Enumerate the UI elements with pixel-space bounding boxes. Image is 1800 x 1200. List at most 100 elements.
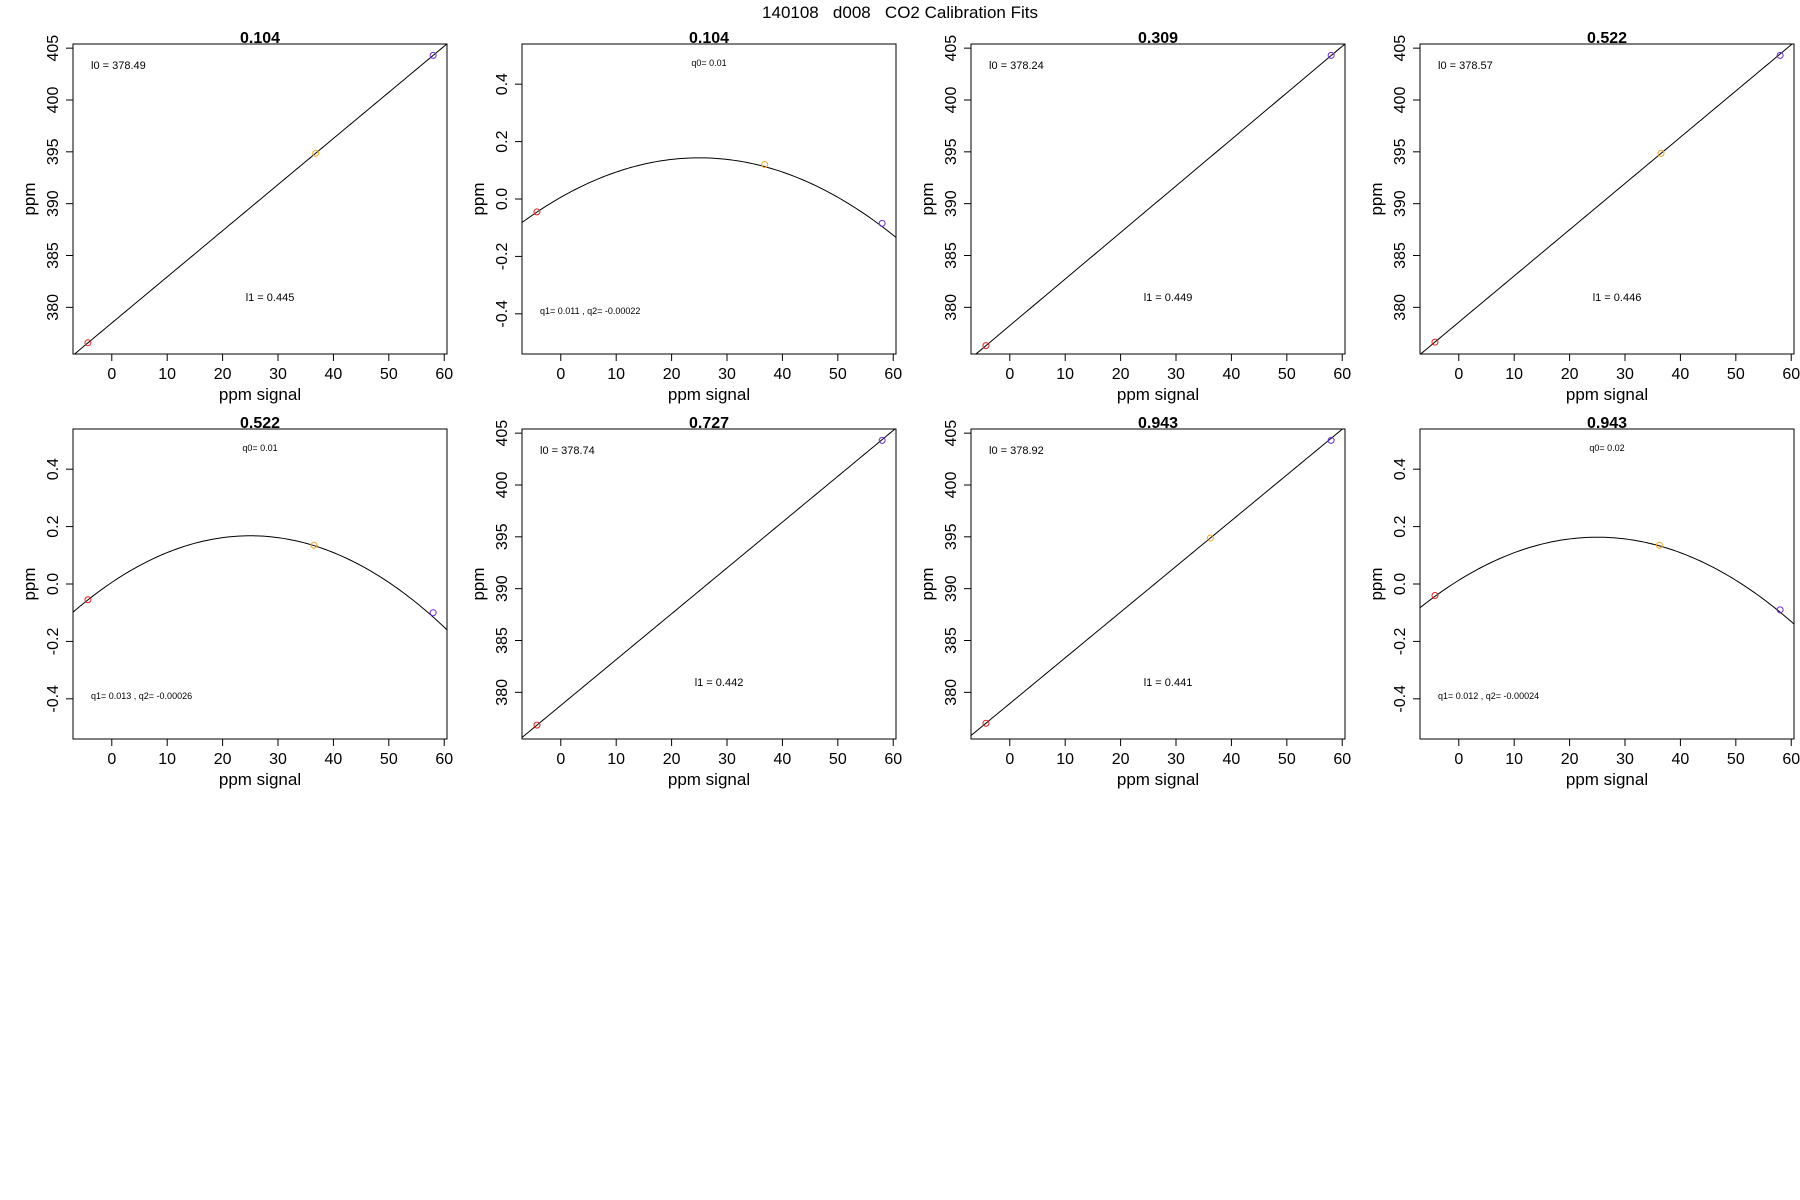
y-tick-label: 390 xyxy=(494,575,511,602)
data-point xyxy=(84,339,92,347)
data-point xyxy=(312,149,320,157)
x-tick-label: 60 xyxy=(1782,366,1800,383)
fit-annotation-bottom: q1= 0.013 , q2= -0.00026 xyxy=(91,691,192,701)
y-axis: -0.4 -0.2 0.0 0.2 0.4 xyxy=(45,458,74,713)
x-axis-label: ppm signal xyxy=(668,385,750,404)
y-tick-label: 380 xyxy=(1392,294,1409,321)
x-tick-label: 20 xyxy=(1112,751,1130,768)
data-point xyxy=(1431,338,1439,346)
y-tick-label: -0.2 xyxy=(45,628,62,656)
y-tick-label: 380 xyxy=(494,679,511,706)
y-tick-label: 380 xyxy=(943,679,960,706)
fit-annotation-bottom: l1 = 0.441 xyxy=(1144,677,1193,689)
y-tick-label: 385 xyxy=(943,242,960,269)
x-tick-label: 20 xyxy=(663,366,681,383)
y-tick-label: 405 xyxy=(494,420,511,447)
y-axis-label: ppm xyxy=(918,182,937,215)
x-tick-label: 60 xyxy=(1782,751,1800,768)
x-tick-label: 60 xyxy=(1333,751,1351,768)
chart-panel: 0.104 0 10 20 30 40 50 60 ppm signal 380 385 390 395… xyxy=(20,30,453,404)
x-tick-label: 50 xyxy=(1727,366,1745,383)
fit-annotation-top: q0= 0.01 xyxy=(242,443,277,453)
y-axis: 380 385 390 395 400 405 xyxy=(494,420,523,706)
x-tick-label: 10 xyxy=(1056,366,1074,383)
fit-annotation-bottom: l1 = 0.446 xyxy=(1593,292,1642,304)
x-axis-label: ppm signal xyxy=(1566,385,1648,404)
x-tick-label: 30 xyxy=(1616,366,1634,383)
x-tick-label: 20 xyxy=(1561,366,1579,383)
x-tick-label: 50 xyxy=(1278,366,1296,383)
x-tick-label: 10 xyxy=(158,751,176,768)
y-tick-label: 0.2 xyxy=(494,130,511,152)
y-tick-label: 405 xyxy=(943,420,960,447)
x-axis-label: ppm signal xyxy=(1117,385,1199,404)
x-tick-label: 40 xyxy=(325,366,343,383)
x-tick-label: 20 xyxy=(214,751,232,768)
x-tick-label: 10 xyxy=(607,366,625,383)
fit-line xyxy=(522,429,896,738)
fit-line xyxy=(1420,44,1793,354)
data-point xyxy=(1206,534,1214,542)
y-tick-label: 390 xyxy=(45,190,62,217)
x-axis-label: ppm signal xyxy=(219,770,301,789)
x-tick-label: 10 xyxy=(1505,751,1523,768)
x-tick-label: 10 xyxy=(1056,751,1074,768)
x-tick-label: 20 xyxy=(214,366,232,383)
x-tick-label: 30 xyxy=(718,751,736,768)
x-tick-label: 30 xyxy=(269,751,287,768)
y-tick-label: 395 xyxy=(1392,138,1409,165)
fit-annotation-bottom: q1= 0.011 , q2= -0.00022 xyxy=(540,306,640,316)
x-axis: 0 10 20 30 40 50 60 xyxy=(556,738,902,768)
y-axis-label: ppm xyxy=(469,567,488,600)
y-tick-label: 405 xyxy=(943,35,960,62)
y-tick-label: 390 xyxy=(943,190,960,217)
y-tick-label: 0.0 xyxy=(1392,573,1409,595)
chart-panel: 0.727 0 10 20 30 40 50 60 ppm signal 380 385 390 395… xyxy=(469,415,902,789)
data-point xyxy=(1431,591,1439,599)
fit-line xyxy=(975,44,1345,354)
y-tick-label: 385 xyxy=(45,242,62,269)
x-tick-label: 50 xyxy=(380,751,398,768)
y-axis: -0.4 -0.2 0.0 0.2 0.4 xyxy=(494,73,523,328)
y-axis-label: ppm xyxy=(918,567,937,600)
y-tick-label: 395 xyxy=(45,138,62,165)
x-axis-label: ppm signal xyxy=(1117,770,1199,789)
y-tick-label: 395 xyxy=(943,523,960,550)
data-point xyxy=(1657,149,1665,157)
fit-annotation-bottom: l1 = 0.449 xyxy=(1144,292,1193,304)
x-tick-label: 40 xyxy=(1223,751,1241,768)
panel-title: 0.943 xyxy=(1587,415,1627,432)
data-point xyxy=(1327,51,1335,59)
x-axis-label: ppm signal xyxy=(1566,770,1648,789)
x-tick-label: 40 xyxy=(1672,366,1690,383)
fit-line xyxy=(73,535,447,631)
y-tick-label: 385 xyxy=(943,627,960,654)
x-tick-label: 40 xyxy=(1223,366,1241,383)
fit-annotation-top: l0 = 378.24 xyxy=(989,60,1044,72)
y-tick-label: 0.2 xyxy=(1392,515,1409,537)
y-tick-label: 395 xyxy=(943,138,960,165)
y-tick-label: 0.0 xyxy=(494,188,511,210)
panel-title: 0.522 xyxy=(1587,30,1627,47)
chart-panel: 0.943 0 10 20 30 40 50 60 ppm signal 380 385 390 395… xyxy=(918,415,1351,789)
fit-line xyxy=(1420,536,1794,625)
data-point xyxy=(429,609,437,617)
y-tick-label: 400 xyxy=(494,472,511,499)
x-tick-label: 0 xyxy=(1454,366,1463,383)
x-axis: 0 10 20 30 40 50 60 xyxy=(1454,353,1800,383)
x-tick-label: 0 xyxy=(1454,751,1463,768)
data-point xyxy=(533,721,541,729)
y-tick-label: 400 xyxy=(943,472,960,499)
panel-title: 0.104 xyxy=(689,30,729,47)
y-axis-label: ppm xyxy=(1367,567,1386,600)
chart-panel: 0.522 0 10 20 30 40 50 60 ppm signal -0.4 -0.2 0.0 0… xyxy=(20,415,453,789)
y-tick-label: 390 xyxy=(1392,190,1409,217)
data-point xyxy=(429,51,437,59)
figure-title: 140108 d008 CO2 Calibration Fits xyxy=(762,3,1038,22)
x-tick-label: 30 xyxy=(718,366,736,383)
plot-frame xyxy=(521,428,897,740)
x-tick-label: 50 xyxy=(1278,751,1296,768)
x-tick-label: 10 xyxy=(1505,366,1523,383)
data-point xyxy=(1776,606,1784,614)
